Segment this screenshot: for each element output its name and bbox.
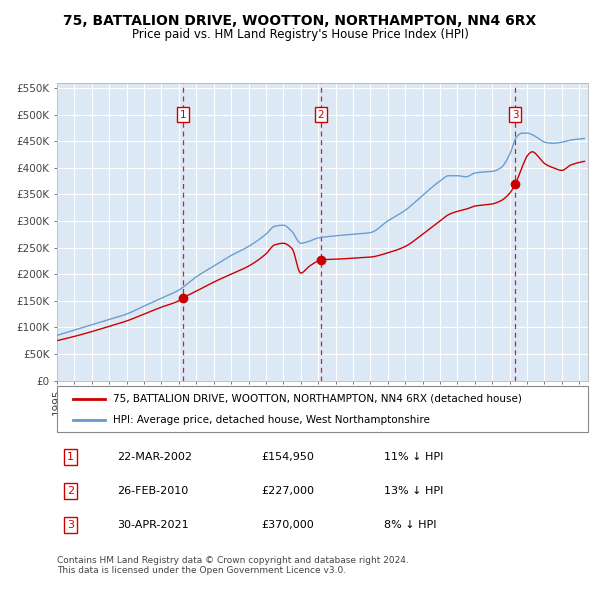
Text: 11% ↓ HPI: 11% ↓ HPI	[384, 452, 443, 461]
Text: 75, BATTALION DRIVE, WOOTTON, NORTHAMPTON, NN4 6RX: 75, BATTALION DRIVE, WOOTTON, NORTHAMPTO…	[64, 14, 536, 28]
FancyBboxPatch shape	[57, 386, 588, 432]
Text: 13% ↓ HPI: 13% ↓ HPI	[384, 486, 443, 496]
Text: £154,950: £154,950	[261, 452, 314, 461]
Text: HPI: Average price, detached house, West Northamptonshire: HPI: Average price, detached house, West…	[113, 415, 430, 425]
Text: 3: 3	[512, 110, 519, 120]
Text: 30-APR-2021: 30-APR-2021	[117, 520, 188, 530]
Text: £227,000: £227,000	[261, 486, 314, 496]
Text: 3: 3	[67, 520, 74, 530]
Text: Price paid vs. HM Land Registry's House Price Index (HPI): Price paid vs. HM Land Registry's House …	[131, 28, 469, 41]
Text: 2: 2	[67, 486, 74, 496]
Text: 22-MAR-2002: 22-MAR-2002	[117, 452, 192, 461]
Text: 75, BATTALION DRIVE, WOOTTON, NORTHAMPTON, NN4 6RX (detached house): 75, BATTALION DRIVE, WOOTTON, NORTHAMPTO…	[113, 394, 521, 404]
Text: 26-FEB-2010: 26-FEB-2010	[117, 486, 188, 496]
Text: 2: 2	[317, 110, 324, 120]
Text: 1: 1	[179, 110, 186, 120]
Text: Contains HM Land Registry data © Crown copyright and database right 2024.
This d: Contains HM Land Registry data © Crown c…	[57, 556, 409, 575]
Text: 1: 1	[67, 452, 74, 461]
Text: 8% ↓ HPI: 8% ↓ HPI	[384, 520, 437, 530]
Text: £370,000: £370,000	[261, 520, 314, 530]
